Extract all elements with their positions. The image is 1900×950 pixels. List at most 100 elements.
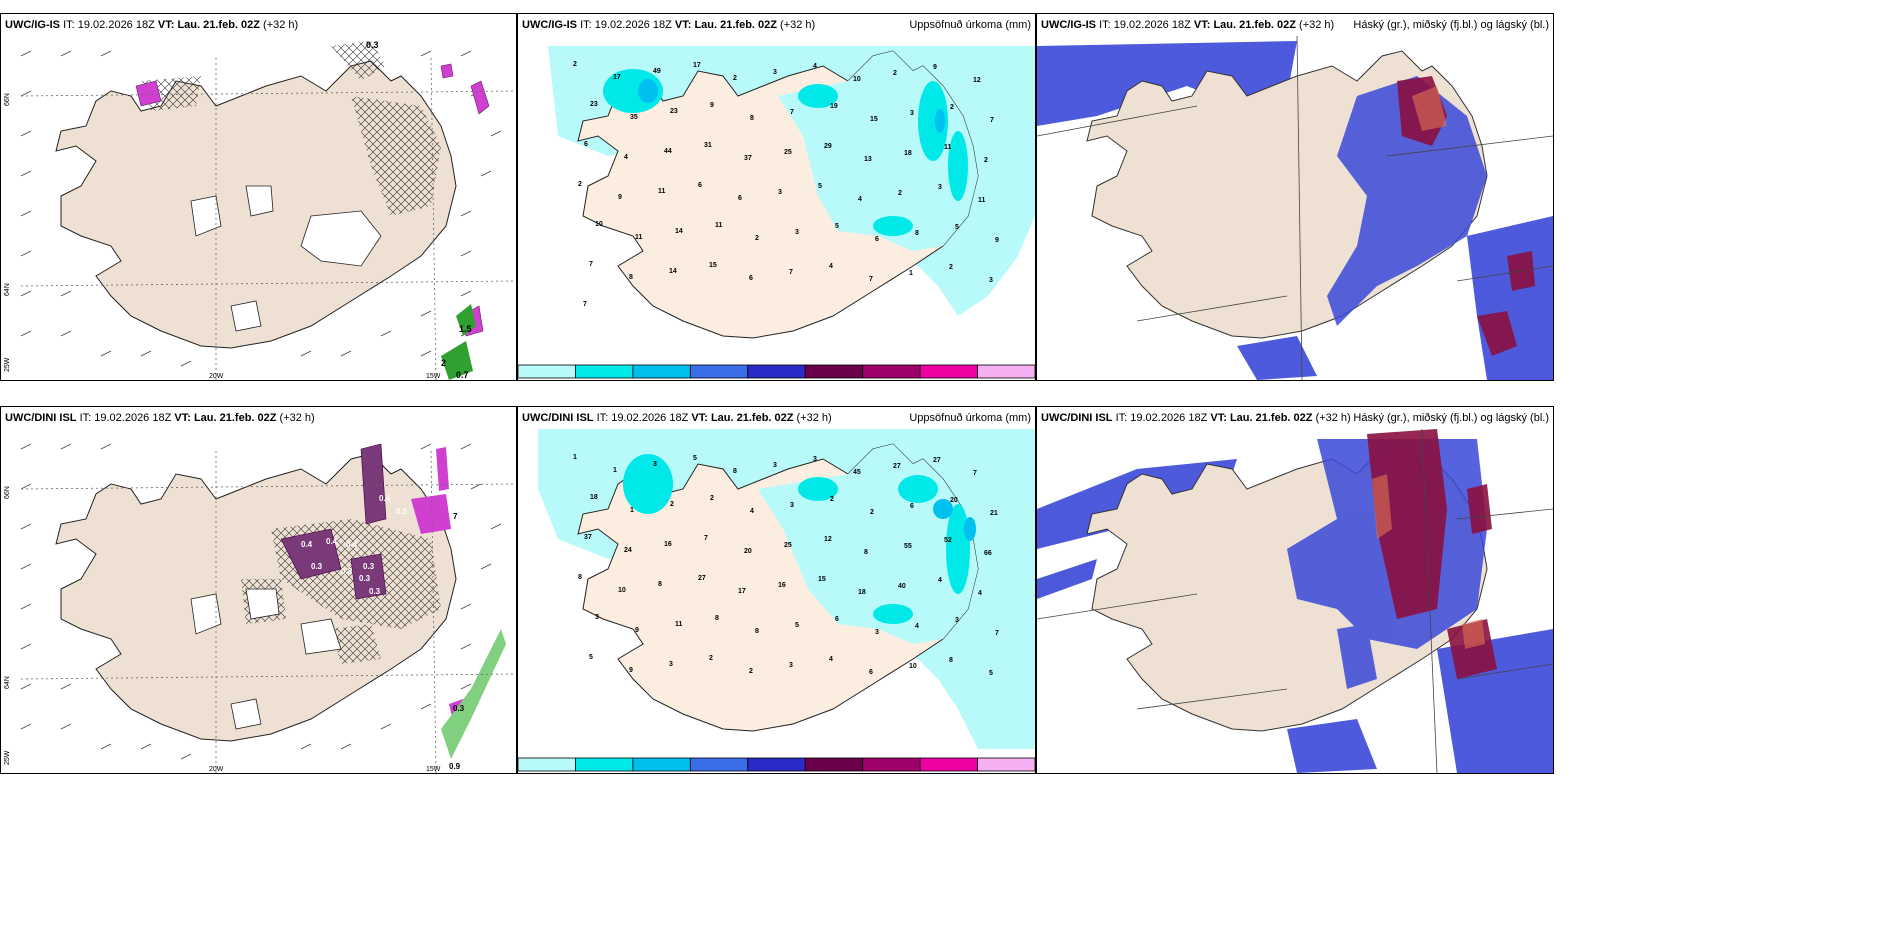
svg-text:0.4: 0.4 <box>346 540 358 549</box>
wind-value-labels: 0.3 2 0.7 1.5 <box>366 40 472 380</box>
init-time: 19.02.2026 18Z <box>611 412 689 424</box>
svg-text:0.3: 0.3 <box>341 567 353 576</box>
colorbar-swatch <box>919 757 978 772</box>
colorbar-swatch <box>632 364 691 379</box>
precip-value-label: 15 <box>818 576 826 583</box>
svg-text:0.4: 0.4 <box>326 537 338 546</box>
vt-label: VT: <box>1193 19 1211 31</box>
precip-value-label: 8 <box>578 574 582 581</box>
field-title: Háský (gr.), miðský (fj.bl.) og lágský (… <box>1353 412 1549 424</box>
precip-value-label: 25 <box>784 149 792 156</box>
precip-value-label: 2 <box>893 70 897 77</box>
precip-value-label: 27 <box>893 463 901 470</box>
precip-value-label: 7 <box>589 261 593 268</box>
grid-lines <box>20 450 516 773</box>
cloud-map <box>1037 429 1553 773</box>
precip-value-label: 10 <box>853 76 861 83</box>
precip-value-label: 40 <box>898 583 906 590</box>
precip-value-label: 6 <box>869 669 873 676</box>
precip-value-label: 6 <box>749 275 753 282</box>
precip-value-label: 10 <box>618 587 626 594</box>
precip-value-label: 1 <box>630 507 634 514</box>
precip-value-label: 31 <box>704 142 712 149</box>
precip-value-label: 11 <box>635 234 643 241</box>
grid-lines <box>1037 429 1553 773</box>
precip-value-label: 4 <box>813 63 817 70</box>
svg-text:0.7: 0.7 <box>456 370 469 380</box>
svg-text:0.3: 0.3 <box>369 587 381 596</box>
precip-value-label: 10 <box>909 663 917 670</box>
colorbar-swatch <box>862 364 921 379</box>
precip-value-label: 2 <box>898 190 902 197</box>
svg-text:0.3: 0.3 <box>359 574 371 583</box>
precip-value-label: 5 <box>818 183 822 190</box>
valid-time: Lau. 21.feb. 02Z <box>193 412 277 424</box>
precip-value-label: 5 <box>989 670 993 677</box>
precip-value-label: 2 <box>709 655 713 662</box>
precip-value-label: 9 <box>933 64 937 71</box>
precip-value-label: 9 <box>629 667 633 674</box>
svg-text:0.4: 0.4 <box>301 540 313 549</box>
precip-value-label: 1 <box>909 270 913 277</box>
precip-value-label: 7 <box>790 109 794 116</box>
precip-value-label: 25 <box>784 542 792 549</box>
panel-bottom-left: UWC/DINI ISL IT: 19.02.2026 18Z VT: Lau.… <box>0 406 517 774</box>
precip-value-label: 3 <box>595 614 599 621</box>
precip-value-label: 5 <box>589 654 593 661</box>
panel-header: UWC/IG-IS IT: 19.02.2026 18Z VT: Lau. 21… <box>1 14 516 36</box>
high-cloud <box>1412 86 1447 131</box>
precip-value-label: 11 <box>978 197 986 204</box>
valid-time: Lau. 21.feb. 02Z <box>177 19 260 31</box>
colorbar-swatch <box>804 364 864 379</box>
svg-text:2: 2 <box>441 358 446 368</box>
precip-value-label: 6 <box>875 236 879 243</box>
svg-text:0.3: 0.3 <box>453 704 465 713</box>
precip-value-label: 4 <box>858 196 862 203</box>
snow-areas <box>280 443 387 600</box>
svg-text:1.5: 1.5 <box>459 324 472 334</box>
lon-label: 15W <box>426 373 441 380</box>
colorbar-swatch <box>689 757 749 772</box>
precip-value-label: 55 <box>904 543 912 550</box>
precip-value-label: 9 <box>618 194 622 201</box>
panel-bottom-middle: UWC/DINI ISL IT: 19.02.2026 18Z VT: Lau.… <box>517 406 1036 774</box>
vt-label: VT: <box>691 412 708 424</box>
init-time: 19.02.2026 18Z <box>594 19 672 31</box>
lat-label: 64N <box>4 283 11 296</box>
precip-value-label: 17 <box>693 62 701 69</box>
precip-value-label: 3 <box>955 617 959 624</box>
precip-value-label: 29 <box>824 143 832 150</box>
precip-value-label: 2 <box>870 509 874 516</box>
grid-lines <box>20 57 516 380</box>
rain-areas <box>441 304 476 380</box>
precip-value-label: 3 <box>875 629 879 636</box>
precip-value-label: 2 <box>710 495 714 502</box>
white-holes <box>190 185 382 332</box>
precip-value-label: 3 <box>910 110 914 117</box>
precip-value-label: 18 <box>904 150 912 157</box>
precip-value-label: 5 <box>835 223 839 230</box>
precip-value-label: 2 <box>755 235 759 242</box>
colorbar-swatch <box>862 757 921 772</box>
white-holes <box>190 588 342 730</box>
precip-value-label: 6 <box>698 182 702 189</box>
precip-value-label: 9 <box>710 102 714 109</box>
precip-value-label: 10 <box>595 221 603 228</box>
precip-value-label: 2 <box>984 157 988 164</box>
precip-value-label: 12 <box>973 77 981 84</box>
svg-text:7: 7 <box>453 512 458 521</box>
precip-value-label: 3 <box>773 69 777 76</box>
precip-value-label: 20 <box>950 497 958 504</box>
precip-map: 1135833452727718122432262021372416720251… <box>538 429 1035 749</box>
colorbar-swatch <box>919 364 978 379</box>
model-label: UWC/DINI ISL <box>5 412 77 424</box>
panel-header: UWC/DINI ISL IT: 19.02.2026 18Z VT: Lau.… <box>1 407 516 429</box>
precip-value-label: 6 <box>910 503 914 510</box>
init-time: 19.02.2026 18Z <box>1130 412 1208 424</box>
panel-header: UWC/IG-IS IT: 19.02.2026 18Z VT: Lau. 21… <box>518 14 1035 36</box>
precip-value-label: 3 <box>795 229 799 236</box>
vt-label: VT: <box>174 412 191 424</box>
precip-value-label: 14 <box>669 268 677 275</box>
colorbar-swatch <box>747 757 806 772</box>
field-title: Háský (gr.), miðský (fj.bl.) og lágský (… <box>1353 19 1549 31</box>
